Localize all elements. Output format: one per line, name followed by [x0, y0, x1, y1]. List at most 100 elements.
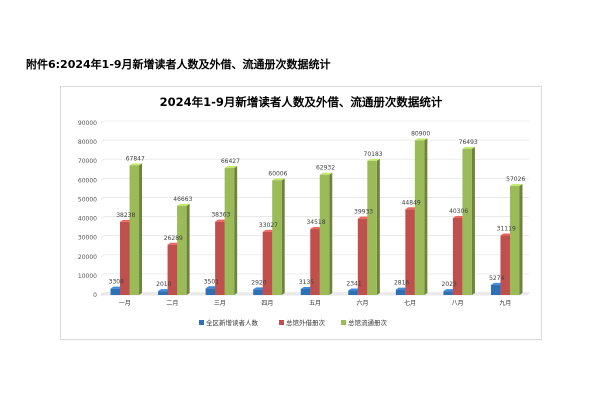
data-label: 70183: [364, 151, 383, 158]
bars: [110, 138, 523, 295]
bar-front: [262, 231, 273, 295]
bar-front: [129, 165, 140, 295]
y-axis: 0 10000 20000 30000 40000 50000 60000 70000 8000…: [78, 120, 97, 299]
bar-front: [348, 290, 358, 295]
bar-front: [405, 209, 415, 295]
bar-top: [357, 216, 371, 219]
data-label: 26289: [164, 235, 183, 242]
bar-side: [234, 166, 238, 295]
data-label: 38363: [211, 212, 230, 219]
bar-side: [139, 163, 143, 295]
data-label: 57026: [506, 176, 525, 183]
bar: [509, 184, 523, 295]
x-tick-label: 三月: [214, 300, 226, 307]
bar-top: [177, 203, 190, 206]
y-tick-label: 90000: [78, 120, 97, 127]
x-tick-label: 二月: [166, 300, 178, 307]
bar-top: [205, 286, 219, 289]
data-label: 2010: [156, 281, 171, 288]
bar: [462, 146, 475, 295]
legend-label: 总馆流通册次: [348, 318, 388, 327]
x-axis: 一月 二月 三月 四月 五月 六月 七月 八月 九月: [119, 299, 511, 307]
bar-top: [224, 166, 238, 169]
data-label: 39933: [354, 209, 373, 216]
legend-item: 总馆外借册次: [279, 318, 326, 327]
bar-front: [490, 284, 501, 295]
bar-front: [443, 291, 453, 295]
data-labels: 3308 38238 67847 2010 26289 46663 3501 38363 664…: [109, 130, 526, 288]
data-label: 44849: [402, 199, 421, 206]
bar-front: [357, 218, 368, 295]
bar-front: [272, 180, 282, 295]
document-heading: 附件6:2024年1-9月新增读者人数及外借、流通册次数据统计: [26, 58, 331, 71]
y-tick-label: 20000: [78, 254, 97, 261]
x-tick-label: 四月: [261, 300, 273, 307]
bar-top: [272, 178, 285, 181]
bar-chart: 2024年1-9月新增读者人数及外借、流通册次数据统计 0 10000 20000 3…: [78, 95, 530, 327]
legend-swatch: [341, 320, 346, 325]
bar-top: [405, 207, 418, 210]
bar-front: [177, 205, 187, 295]
legend-swatch: [279, 320, 284, 325]
bar-front: [319, 174, 330, 295]
bar-top: [129, 163, 143, 166]
data-label: 60006: [268, 170, 287, 177]
data-label: 2341: [346, 281, 361, 288]
bar-front: [215, 221, 225, 295]
bar-side: [281, 178, 285, 295]
data-label: 2023: [442, 281, 457, 288]
bar: [414, 138, 428, 295]
data-label: 2920: [251, 279, 266, 286]
chart-container: 2024年1-9月新增读者人数及外借、流通册次数据统计 0 10000 20000 3…: [60, 86, 542, 340]
y-tick-label: 80000: [78, 139, 97, 146]
bar-top: [509, 184, 523, 187]
data-label: 33027: [259, 222, 278, 229]
gridline: [100, 177, 529, 181]
gridline: [100, 235, 529, 238]
x-tick-label: 六月: [357, 299, 369, 307]
bar-top: [348, 288, 361, 291]
bar-front: [500, 235, 510, 295]
bar-front: [110, 288, 121, 295]
x-tick-label: 五月: [309, 300, 321, 307]
legend-item: 全区新增读者人数: [199, 318, 259, 327]
bar-top: [367, 158, 380, 161]
bar-front: [367, 160, 377, 295]
gridline: [100, 216, 529, 219]
bar-side: [424, 138, 428, 295]
bar: [177, 203, 190, 295]
data-label: 80900: [411, 130, 430, 137]
bar-top: [262, 229, 276, 232]
bar-front: [253, 289, 263, 295]
data-label: 76493: [459, 139, 478, 146]
bar: [224, 166, 238, 295]
data-label: 67847: [126, 155, 145, 162]
bar: [272, 178, 285, 295]
gridline: [100, 139, 529, 143]
chart-title: 2024年1-9月新增读者人数及外借、流通册次数据统计: [160, 95, 443, 109]
bar-top: [310, 227, 323, 230]
bar-top: [490, 282, 504, 285]
y-tick-label: 0: [93, 292, 97, 299]
bar-front: [300, 289, 311, 295]
bar-top: [414, 138, 428, 141]
gridline: [100, 254, 529, 258]
bar-side: [471, 146, 475, 295]
x-tick-label: 九月: [499, 299, 511, 307]
data-label: 46663: [173, 196, 192, 203]
gridline: [100, 197, 529, 200]
y-tick-label: 60000: [78, 177, 97, 184]
data-label: 38238: [116, 212, 135, 219]
data-label: 62932: [316, 165, 335, 172]
legend-item: 总馆流通册次: [341, 318, 388, 327]
bar-front: [509, 186, 520, 295]
bar: [319, 172, 333, 295]
data-label: 40306: [449, 208, 468, 215]
legend-label: 总馆外借册次: [286, 318, 326, 327]
x-tick-label: 七月: [404, 299, 416, 307]
bar-top: [215, 219, 228, 222]
gridline: [100, 120, 529, 124]
data-label: 3135: [299, 279, 314, 286]
bar-top: [395, 287, 409, 290]
bar-top: [158, 289, 171, 292]
